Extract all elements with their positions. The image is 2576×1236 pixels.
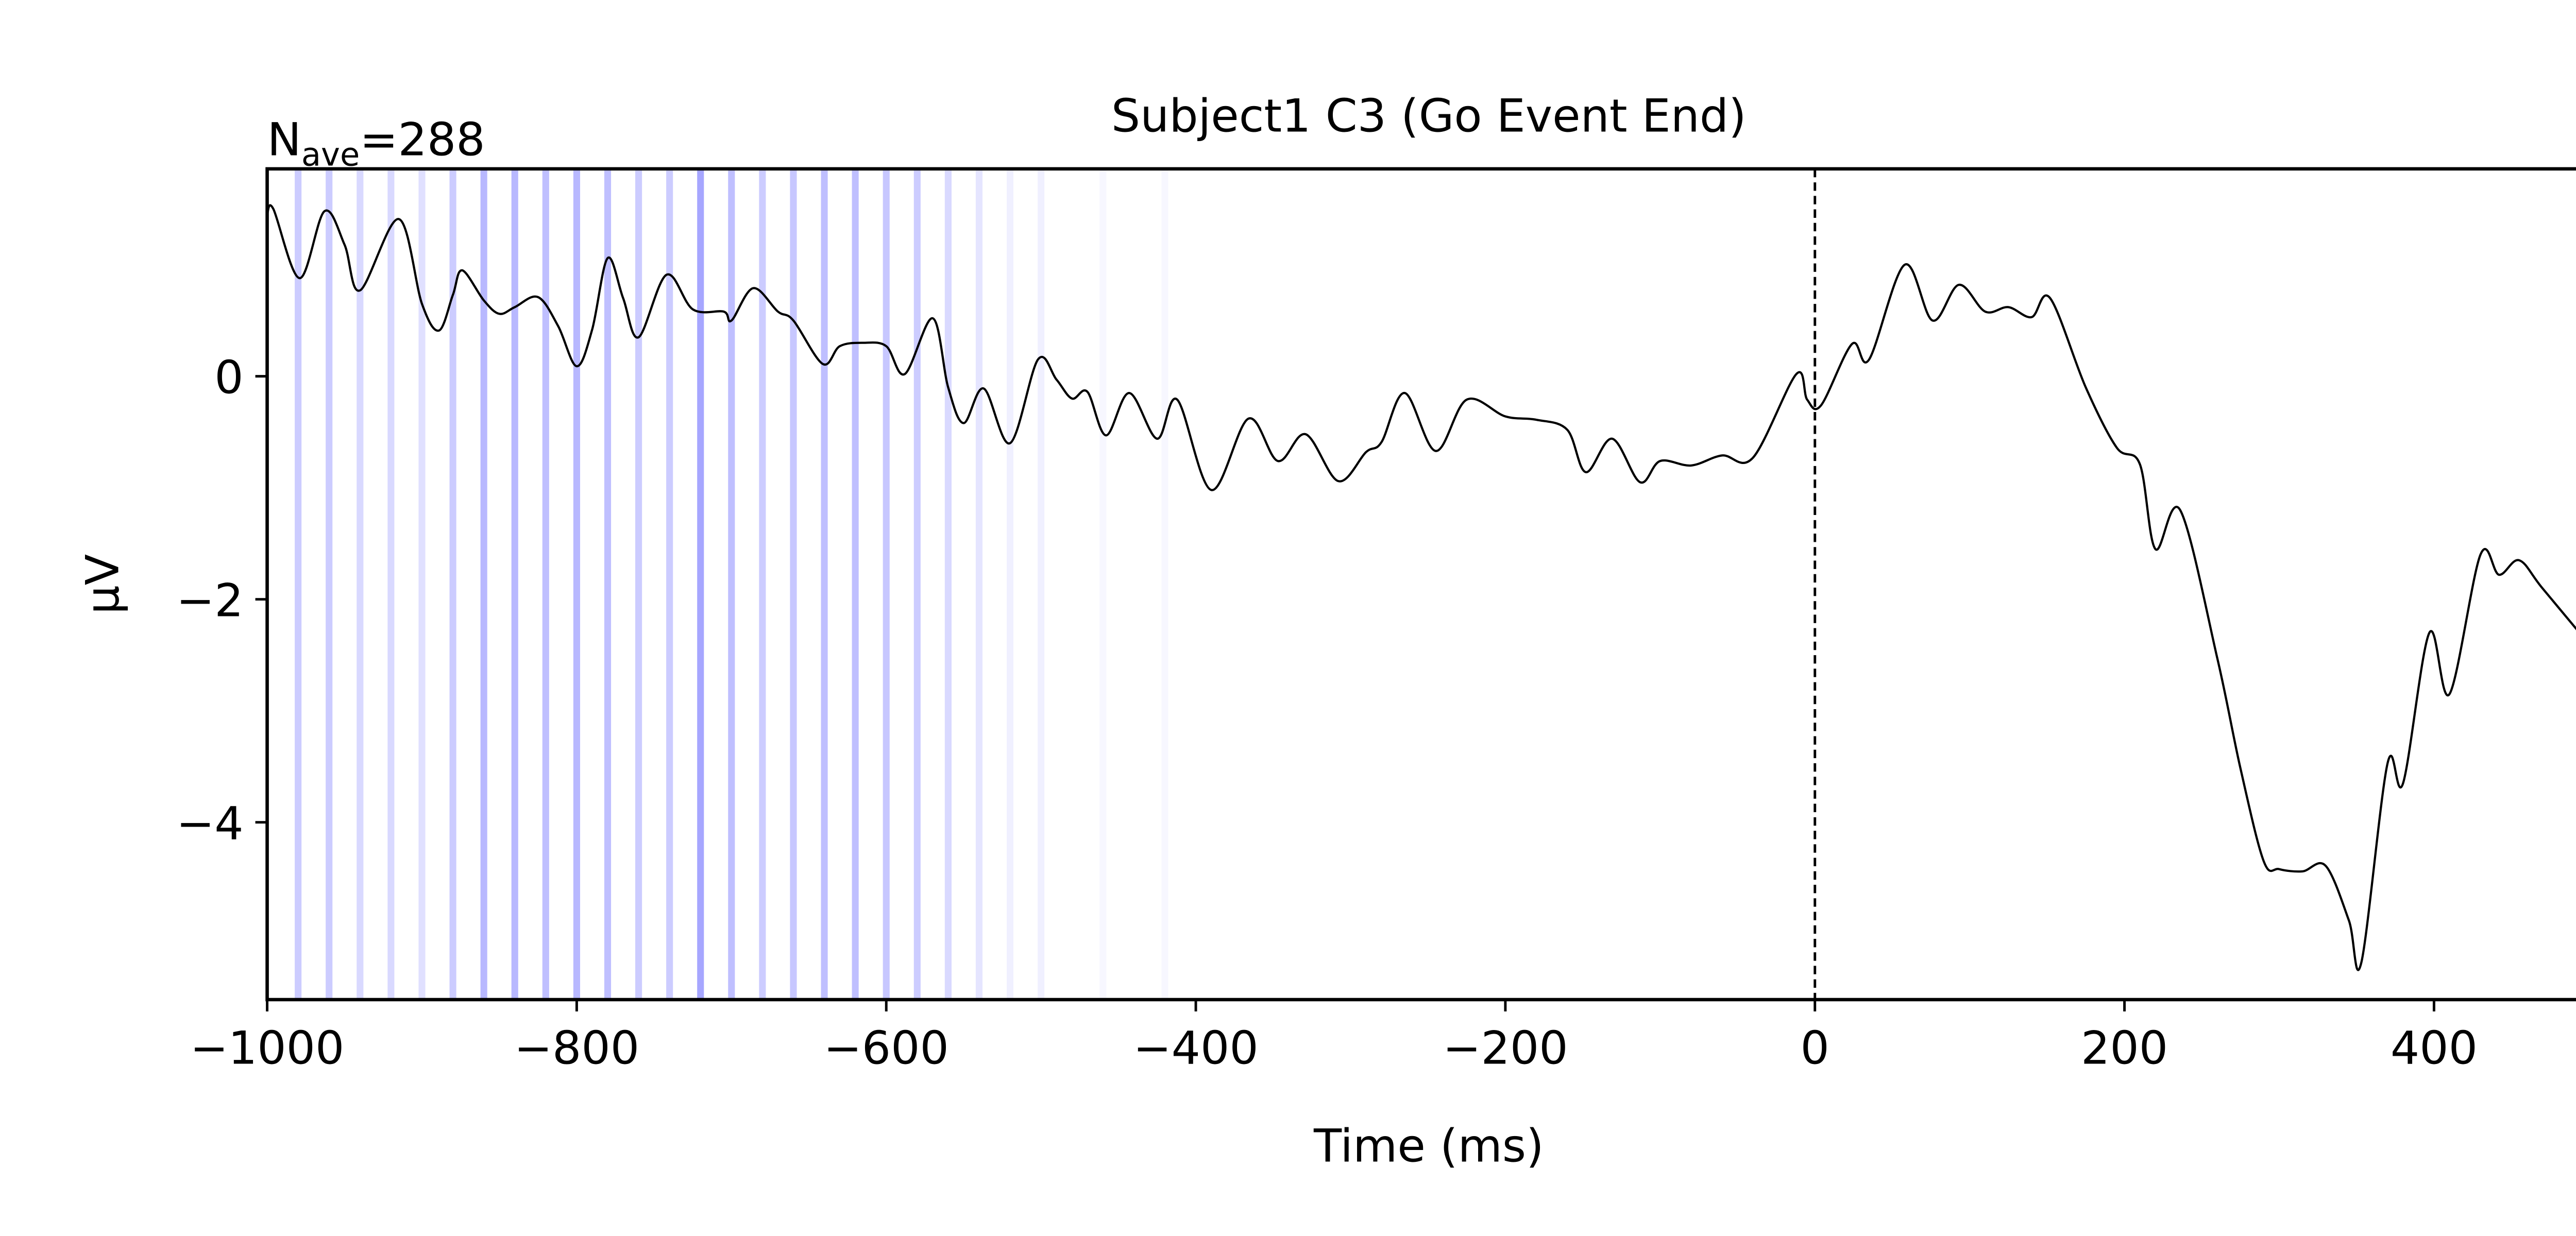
y-tick-label: −4 [176, 797, 244, 850]
highlight-band [418, 168, 426, 1000]
x-tick-label: −600 [824, 1022, 949, 1075]
highlight-band [913, 168, 921, 1000]
highlight-band [449, 168, 456, 1000]
x-tick-label: 0 [1801, 1022, 1829, 1075]
x-tick-label: −400 [1133, 1022, 1258, 1075]
x-axis-label: Time (ms) [1313, 1120, 1544, 1173]
y-tick-label: 0 [214, 351, 243, 404]
x-tick-label: 200 [2081, 1022, 2168, 1075]
highlight-band [821, 168, 828, 1000]
chart-title: Subject1 C3 (Go Event End) [1111, 90, 1747, 143]
highlight-band [759, 168, 766, 1000]
x-tick-label: 400 [2391, 1022, 2478, 1075]
highlight-band [975, 168, 983, 1000]
y-axis-label: µV [76, 554, 129, 614]
highlight-band [1161, 169, 1168, 1000]
highlight-band [326, 168, 333, 1000]
highlight-band [1038, 168, 1045, 1000]
x-tick-label: −800 [514, 1022, 639, 1075]
highlight-band [357, 168, 364, 1000]
annotation-base: N [267, 113, 301, 166]
highlight-band [511, 168, 518, 1000]
x-tick-label: −200 [1443, 1022, 1568, 1075]
line-series [266, 204, 2576, 971]
highlight-band [573, 168, 580, 1000]
highlight-band [542, 168, 549, 1000]
annotation-text: =288 [360, 113, 485, 166]
plot-frame [265, 167, 2576, 1002]
annotation: Nave=288 [267, 113, 485, 174]
highlight-band [666, 168, 673, 1000]
highlight-band [852, 168, 859, 1000]
highlight-band [697, 168, 704, 1000]
highlight-band [295, 168, 302, 1000]
highlight-band [1099, 169, 1106, 1000]
highlight-band [883, 168, 890, 1000]
highlight-band [728, 168, 735, 1000]
y-tick-label: −2 [176, 574, 244, 627]
highlight-band [387, 168, 395, 1000]
x-tick-label: −1000 [190, 1022, 345, 1075]
highlight-band [944, 168, 952, 1000]
highlight-band [635, 168, 642, 1000]
highlight-band [604, 168, 612, 1000]
highlight-band [480, 168, 487, 1000]
highlight-band [1007, 168, 1014, 1000]
highlight-band [790, 168, 797, 1000]
annotation-subscript: ave [301, 135, 360, 173]
